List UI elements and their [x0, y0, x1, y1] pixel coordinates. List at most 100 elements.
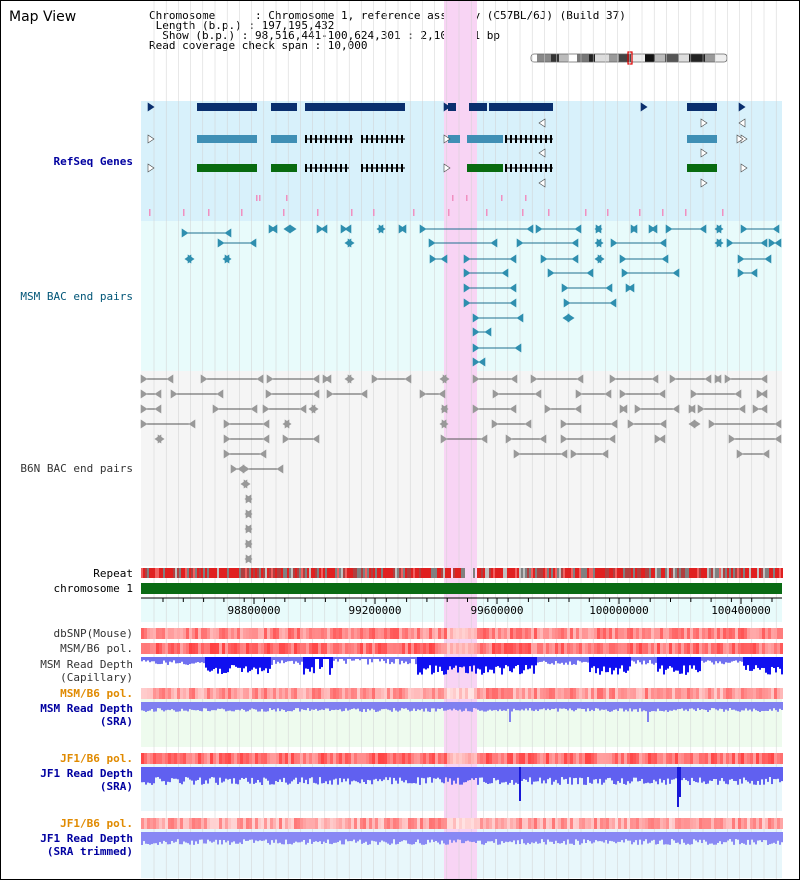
jf1-trim-depth-bar — [517, 832, 519, 841]
repeat-segment — [753, 568, 755, 578]
msm-pol-sra-cell — [780, 688, 783, 699]
dbsnp-cell — [546, 628, 549, 639]
b6n-bac-label[interactable]: B6N BAC end pairs — [20, 462, 133, 475]
jf1-pol-trim-cell — [678, 818, 681, 829]
msm-b6-pol-sra-label[interactable]: MSM/B6 pol. — [60, 687, 133, 700]
jf1-depth-bar — [195, 767, 197, 781]
msm-depth-cap-bar — [177, 657, 179, 664]
jf1-trim-depth-bar — [285, 832, 287, 840]
jf1-depth-trimmed-label[interactable]: JF1 Read Depth (SRA trimmed) — [40, 832, 133, 858]
msm-pol-sra-cell — [762, 688, 765, 699]
msm-bac-end — [630, 224, 638, 234]
msm-pol-sra-cell — [522, 688, 525, 699]
msm-pol-cell — [312, 643, 315, 654]
b6n-bac-end — [576, 374, 584, 384]
msm-pol-sra-cell — [555, 688, 558, 699]
refseq-genes-label[interactable]: RefSeq Genes — [53, 155, 133, 168]
repeat-segment — [599, 568, 601, 578]
refseq-mark — [286, 195, 288, 201]
msm-pol-cell — [450, 643, 453, 654]
msm-depth-cap-bar — [459, 657, 461, 667]
jf1-trim-depth-bar — [599, 832, 601, 842]
repeat-segment — [757, 568, 759, 578]
msm-bac-end — [563, 298, 571, 308]
jf1-depth-bar — [569, 767, 571, 778]
jf1-depth-bar — [263, 767, 265, 778]
jf1-trim-depth-bar — [665, 832, 667, 845]
msm-depth-cap-bar — [683, 657, 685, 666]
jf1-trim-depth-bar — [757, 832, 759, 841]
msm-depth-sra-bar — [475, 702, 477, 709]
msm-depth-sra-bar — [565, 702, 567, 710]
jf1-depth-bar — [271, 767, 273, 785]
jf1-b6-pol-label[interactable]: JF1/B6 pol. — [60, 752, 133, 765]
jf1-depth-bar — [543, 767, 545, 781]
msm-pol-cell — [357, 643, 360, 654]
jf1-depth-bar — [471, 767, 473, 779]
repeat-segment — [767, 568, 769, 578]
msm-depth-sra-bar — [299, 702, 301, 712]
jf1-depth-bar — [691, 767, 693, 778]
jf1-depth-bar — [237, 767, 239, 785]
msm-pol-sra-cell — [153, 688, 156, 699]
msm-depth-cap-bar — [275, 657, 277, 664]
msm-bac-label[interactable]: MSM BAC end pairs — [20, 290, 133, 303]
msm-b6-pol-label[interactable]: MSM/B6 pol. — [60, 642, 133, 655]
dbsnp-cell — [477, 628, 480, 639]
jf1-pol-cell — [294, 753, 297, 764]
b6n-bac-end — [419, 389, 427, 399]
jf1-pol-cell — [597, 753, 600, 764]
jf1-pol-cell — [489, 753, 492, 764]
repeat-segment — [395, 568, 397, 578]
jf1-depth-bar — [385, 767, 387, 778]
jf1-depth-bar — [397, 767, 399, 784]
msm-pol-sra-cell — [204, 688, 207, 699]
msm-depth-cap-bar — [357, 657, 359, 659]
msm-depth-sra-label[interactable]: MSM Read Depth (SRA) — [40, 702, 133, 728]
dbsnp-cell — [516, 628, 519, 639]
jf1-pol-cell — [609, 753, 612, 764]
jf1-pol-cell — [306, 753, 309, 764]
jf1-b6-pol-trimmed-label[interactable]: JF1/B6 pol. — [60, 817, 133, 830]
b6n-bac-end — [188, 419, 196, 429]
jf1-pol-cell — [291, 753, 294, 764]
msm-depth-cap-bar — [481, 657, 483, 675]
repeat-segment — [703, 568, 705, 578]
dbsnp-cell — [264, 628, 267, 639]
msm-pol-cell — [603, 643, 606, 654]
jf1-depth-bar — [217, 767, 219, 785]
msm-depth-sra-bar — [735, 702, 737, 711]
jf1-trim-depth-bar — [577, 832, 579, 841]
jf1-pol-trim-cell — [774, 818, 777, 829]
msm-depth-sra-bar — [219, 702, 221, 709]
msm-pol-sra-cell — [471, 688, 474, 699]
jf1-trim-depth-bar — [469, 832, 471, 842]
exon — [396, 135, 398, 143]
dbsnp-label[interactable]: dbSNP(Mouse) — [53, 627, 133, 640]
dbsnp-cell — [777, 628, 780, 639]
refseq-transcript — [197, 135, 257, 143]
msm-bac-end — [672, 268, 680, 278]
jf1-pol-trim-cell — [546, 818, 549, 829]
jf1-pol-trim-cell — [663, 818, 666, 829]
msm-depth-sra-bar — [721, 702, 723, 710]
msm-pol-cell — [708, 643, 711, 654]
msm-depth-cap-bar — [767, 657, 769, 675]
msm-pol-cell — [372, 643, 375, 654]
jf1-depth-bar — [377, 767, 379, 782]
b6n-bac-end — [480, 434, 488, 444]
jf1-pol-cell — [603, 753, 606, 764]
repeat-segment — [527, 568, 529, 578]
jf1-pol-trim-cell — [531, 818, 534, 829]
dbsnp-cell — [705, 628, 708, 639]
msm-depth-cap-bar — [631, 657, 633, 661]
msm-pol-sra-cell — [303, 688, 306, 699]
jf1-depth-sra-label[interactable]: JF1 Read Depth (SRA) — [40, 767, 133, 793]
jf1-depth-bar — [289, 767, 291, 784]
msm-depth-capillary-label[interactable]: MSM Read Depth (Capillary) — [40, 658, 133, 684]
msm-pol-cell — [474, 643, 477, 654]
msm-pol-sra-cell — [687, 688, 690, 699]
repeat-segment — [275, 568, 277, 578]
b6n-bac-end — [658, 434, 666, 444]
